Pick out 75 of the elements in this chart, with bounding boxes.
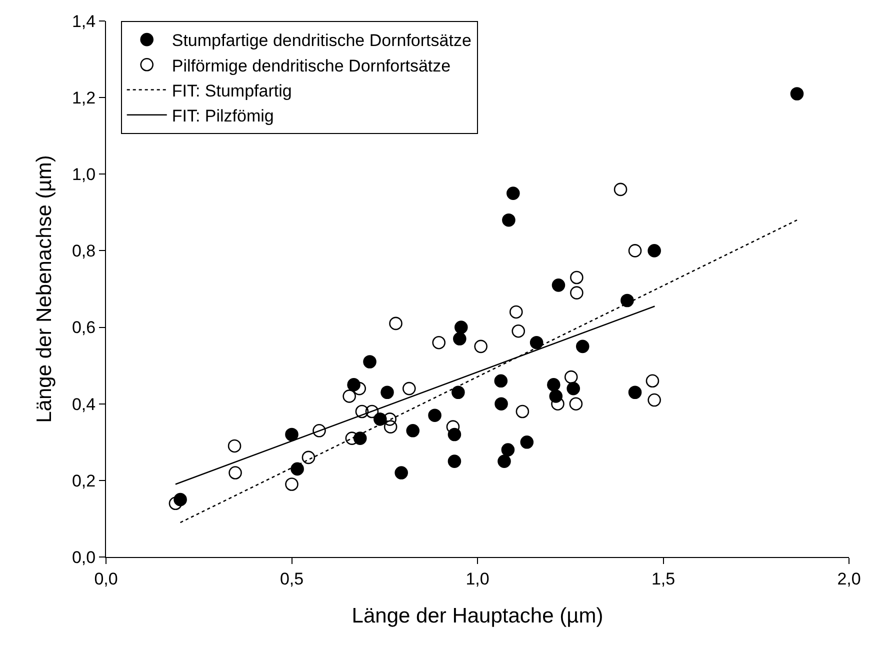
point bbox=[552, 278, 566, 292]
point bbox=[628, 244, 642, 258]
point bbox=[312, 424, 326, 438]
point bbox=[498, 454, 511, 468]
y-tick-label: 0,8 bbox=[72, 242, 96, 261]
point bbox=[494, 397, 508, 411]
point bbox=[384, 420, 398, 434]
y-tick-label: 1,4 bbox=[72, 12, 96, 31]
point bbox=[402, 382, 416, 396]
x-axis-title: Länge der Hauptache (µm) bbox=[352, 604, 604, 628]
x-tick-label: 1,0 bbox=[466, 569, 490, 588]
point bbox=[383, 412, 396, 426]
point bbox=[428, 408, 442, 422]
y-tick-label: 0,0 bbox=[72, 548, 96, 567]
point bbox=[520, 435, 534, 449]
y-tick-label: 0,6 bbox=[72, 318, 96, 338]
point bbox=[380, 386, 394, 400]
point bbox=[365, 404, 379, 418]
point bbox=[285, 428, 298, 442]
legend-label: FIT: Stumpfartig bbox=[172, 81, 292, 100]
point bbox=[448, 454, 462, 468]
point bbox=[342, 390, 356, 403]
x-tick-label: 1,5 bbox=[651, 569, 676, 588]
point bbox=[452, 386, 465, 400]
point bbox=[509, 305, 523, 319]
point bbox=[446, 420, 460, 434]
point bbox=[168, 496, 182, 510]
point bbox=[648, 244, 661, 258]
point bbox=[502, 213, 516, 227]
legend-label: FIT: Pilzfömig bbox=[172, 106, 274, 126]
point bbox=[516, 404, 530, 418]
point bbox=[628, 386, 642, 400]
point bbox=[646, 374, 660, 388]
legend-label: Pilförmige dendritische Dornfortsätze bbox=[172, 56, 451, 76]
point bbox=[290, 462, 304, 476]
point bbox=[432, 336, 446, 350]
y-tick-label: 0,4 bbox=[72, 394, 96, 414]
point bbox=[512, 324, 526, 338]
point bbox=[614, 182, 628, 196]
point bbox=[355, 404, 369, 418]
x-tick-label: 0,5 bbox=[280, 569, 304, 588]
point bbox=[394, 466, 408, 480]
y-axis-title: Länge der Nebenachse (µm) bbox=[33, 155, 56, 423]
point bbox=[501, 443, 515, 456]
point bbox=[551, 397, 564, 411]
point bbox=[228, 439, 242, 453]
point bbox=[363, 355, 376, 368]
point bbox=[302, 450, 316, 464]
x-tick-label: 2,0 bbox=[837, 569, 861, 588]
point bbox=[566, 382, 580, 396]
x-tick-label: 0,0 bbox=[94, 569, 118, 588]
point bbox=[790, 87, 804, 100]
y-tick-label: 0,2 bbox=[72, 471, 96, 490]
point bbox=[389, 316, 402, 330]
point bbox=[570, 286, 584, 300]
point bbox=[474, 340, 488, 354]
point bbox=[570, 270, 584, 284]
y-tick-label: 1,0 bbox=[72, 165, 96, 184]
point bbox=[576, 340, 590, 354]
point bbox=[285, 478, 298, 491]
point bbox=[569, 397, 583, 411]
legend-label: Stumpfartige dendritische Dornfortsätze bbox=[172, 31, 472, 50]
point bbox=[564, 370, 578, 384]
point bbox=[228, 466, 242, 480]
point bbox=[352, 382, 366, 396]
point bbox=[648, 393, 661, 407]
point bbox=[494, 374, 508, 388]
point bbox=[530, 336, 544, 350]
y-tick-label: 1,2 bbox=[72, 88, 96, 108]
point bbox=[454, 320, 468, 334]
point bbox=[453, 332, 466, 346]
point bbox=[620, 294, 634, 308]
point bbox=[406, 424, 420, 438]
point bbox=[547, 378, 560, 392]
point bbox=[506, 186, 520, 200]
